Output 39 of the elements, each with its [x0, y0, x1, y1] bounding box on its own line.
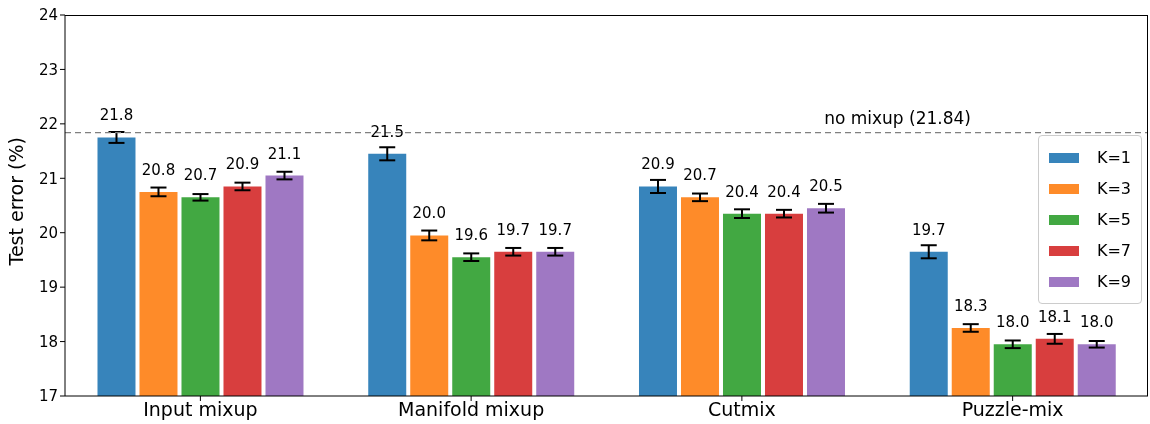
legend-label: K=7: [1096, 241, 1131, 260]
y-axis-title: Test error (%): [4, 137, 27, 267]
data-label: 18.1: [1038, 307, 1072, 326]
data-label: 20.0: [412, 204, 446, 223]
x-tick-label: Manifold mixup: [398, 398, 545, 421]
x-tick-label: Puzzle-mix: [961, 398, 1064, 421]
data-label: 18.3: [954, 296, 988, 315]
data-label: 18.0: [1080, 313, 1114, 332]
data-label: 18.0: [996, 313, 1030, 332]
data-label: 19.7: [496, 220, 530, 239]
y-tick-label: 23: [38, 60, 58, 79]
y-tick-label: 17: [38, 387, 58, 406]
data-label: 20.7: [183, 166, 218, 185]
data-label: 20.9: [641, 155, 675, 174]
y-tick-label: 18: [38, 332, 58, 351]
legend-label: K=9: [1096, 272, 1131, 291]
data-label: 20.8: [141, 160, 176, 179]
data-label: 19.7: [538, 220, 572, 239]
y-tick-label: 20: [38, 224, 58, 243]
y-tick-label: 21: [38, 169, 58, 188]
y-tick-label: 22: [38, 115, 58, 134]
data-label: 20.5: [809, 177, 843, 196]
data-label: 20.4: [767, 182, 801, 201]
legend-label: K=1: [1096, 148, 1131, 167]
data-label: 21.5: [370, 122, 404, 141]
data-label: 20.7: [683, 166, 717, 185]
data-label: 21.8: [99, 106, 134, 125]
data-label: 19.7: [912, 220, 946, 239]
legend-label: K=5: [1096, 210, 1131, 229]
y-tick-label: 24: [38, 6, 58, 25]
legend-label: K=3: [1096, 179, 1131, 198]
data-label: 19.6: [454, 226, 488, 245]
x-tick-label: Input mixup: [143, 398, 258, 421]
data-label: 21.1: [267, 144, 302, 163]
ref-line-label: no mixup (21.84): [824, 107, 971, 128]
data-label: 20.9: [225, 155, 260, 174]
x-tick-label: Cutmix: [707, 398, 776, 421]
y-tick-label: 19: [38, 278, 58, 297]
data-label: 20.4: [725, 182, 759, 201]
